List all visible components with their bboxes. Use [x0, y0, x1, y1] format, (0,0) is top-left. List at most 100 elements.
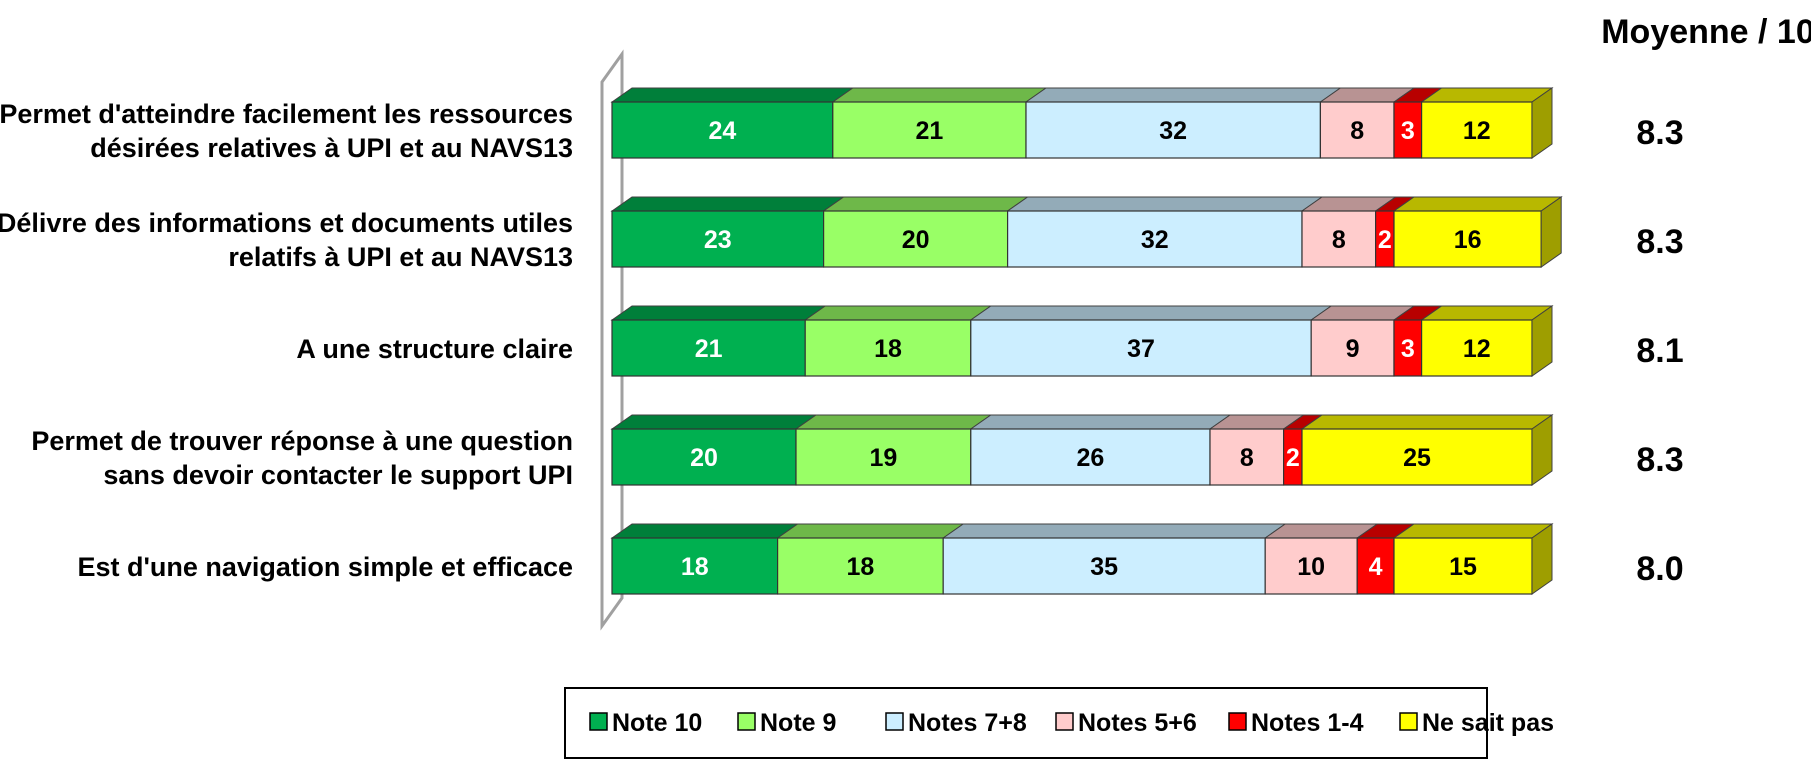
- bar-segment: [1420, 319, 1533, 377]
- mean-value: 8.3: [1636, 223, 1683, 261]
- category-label: désirées relatives à UPI et au NAVS13: [90, 133, 573, 163]
- bar-segment: [1209, 428, 1285, 486]
- bar-segment: [1310, 319, 1395, 377]
- bar-segment-top: [1420, 305, 1554, 321]
- legend-label: Ne sait pas: [1422, 709, 1554, 737]
- bar-segment: [1393, 101, 1423, 159]
- bar-value-label: 12: [1463, 117, 1491, 145]
- category-label: relatifs à UPI et au NAVS13: [228, 242, 573, 272]
- bar-value-label: 26: [1076, 444, 1104, 472]
- bar-segment: [1025, 101, 1321, 159]
- category-label: Délivre des informations et documents ut…: [0, 208, 573, 238]
- bar-segment: [1264, 537, 1358, 595]
- bar-side-face: [1540, 196, 1562, 268]
- legend-label: Notes 7+8: [908, 709, 1027, 737]
- bar-value-label: 18: [846, 553, 874, 581]
- mean-values: 8.3 8.3 8.1 8.3 8.0: [1636, 114, 1683, 588]
- bar-value-label: 15: [1449, 553, 1477, 581]
- bar-segment: [611, 319, 806, 377]
- legend-label: Notes 5+6: [1078, 709, 1197, 737]
- bar-value-label: 23: [704, 226, 732, 254]
- bar-value-label: 20: [690, 444, 718, 472]
- bar-segment: [611, 537, 779, 595]
- bar-segment: [832, 101, 1027, 159]
- bar-value-label: 21: [915, 117, 943, 145]
- bar-segment-top: [610, 196, 846, 212]
- bar-segment-top: [1420, 87, 1554, 103]
- bar-segment-top: [1024, 87, 1342, 103]
- category-label: sans devoir contacter le support UPI: [103, 460, 573, 490]
- bar-value-label: 16: [1454, 226, 1482, 254]
- mean-column-title: Moyenne / 10: [1601, 13, 1811, 51]
- bar-segment-top: [776, 523, 965, 539]
- bar-value-label: 2: [1378, 226, 1392, 254]
- bar-value-label: 8: [1332, 226, 1346, 254]
- mean-value: 8.3: [1636, 441, 1683, 479]
- legend-box: [564, 687, 1488, 759]
- legend-swatch: [1228, 712, 1247, 731]
- bar-side-face: [1531, 87, 1553, 159]
- bar-segment-top: [1392, 523, 1554, 539]
- bar-value-label: 21: [695, 335, 723, 363]
- bar-value-label: 3: [1401, 117, 1415, 145]
- bar-value-label: 37: [1127, 335, 1155, 363]
- legend-swatch: [1055, 712, 1074, 731]
- mean-value: 8.0: [1636, 550, 1683, 588]
- bar-segment-top: [610, 523, 800, 539]
- bar-value-label: 3: [1401, 335, 1415, 363]
- bar-value-label: 25: [1403, 444, 1431, 472]
- mean-value: 8.3: [1636, 114, 1683, 152]
- bar-segment: [1301, 428, 1533, 486]
- bar-value-label: 20: [902, 226, 930, 254]
- category-label: Est d'une navigation simple et efficace: [77, 552, 573, 582]
- bar-side-face: [1531, 414, 1553, 486]
- bar-segment: [1420, 101, 1533, 159]
- legend: Note 10 Note 9 Notes 7+8 Notes 5+6 Notes 1-4…: [564, 687, 1554, 759]
- bar-value-label: 12: [1463, 335, 1491, 363]
- category-label: Permet de trouver réponse à une question: [31, 426, 573, 456]
- legend-label: Note 10: [612, 709, 702, 737]
- bar-segment-top: [610, 414, 818, 430]
- bar-value-label: 10: [1297, 553, 1325, 581]
- legend-swatch: [1399, 712, 1418, 731]
- bar-segment-top: [1392, 196, 1563, 212]
- bar-value-label: 32: [1141, 226, 1169, 254]
- bar-segment-top: [610, 305, 827, 321]
- bar-segment: [1393, 210, 1542, 268]
- bar-segment-top: [822, 196, 1030, 212]
- bars-layer: 24 21 32 8 3 12 23 20 32 8 2 16 21 18 37 9 3 12 20 19 26 8 2 25…: [610, 87, 1563, 595]
- bar-segment-top: [1006, 196, 1324, 212]
- mean-value: 8.1: [1636, 332, 1683, 370]
- bar-value-label: 18: [874, 335, 902, 363]
- bar-value-label: 24: [708, 117, 736, 145]
- category-labels: Permet d'atteindre facilement les ressou…: [0, 99, 573, 582]
- bar-segment: [1356, 537, 1395, 595]
- bar-segment-top: [610, 87, 855, 103]
- legend-label: Note 9: [760, 709, 836, 737]
- bar-segment: [776, 537, 944, 595]
- bar-value-label: 4: [1369, 553, 1383, 581]
- bar-segment: [1301, 210, 1377, 268]
- bar-value-label: 35: [1090, 553, 1118, 581]
- bar-value-label: 18: [681, 553, 709, 581]
- bar-segment: [795, 428, 972, 486]
- category-label: A une structure claire: [296, 334, 573, 364]
- bar-value-label: 9: [1346, 335, 1360, 363]
- bar-segment: [804, 319, 972, 377]
- bar-value-label: 8: [1240, 444, 1254, 472]
- bar-segment-top: [969, 414, 1232, 430]
- legend-label: Notes 1-4: [1251, 709, 1364, 737]
- bar-segment: [942, 537, 1266, 595]
- chart-back-wall: [600, 49, 624, 631]
- bar-segment-top: [831, 87, 1048, 103]
- legend-swatch: [885, 712, 904, 731]
- bar-segment: [822, 210, 1009, 268]
- bar-side-face: [1531, 523, 1553, 595]
- bar-value-label: 2: [1286, 444, 1300, 472]
- bar-segment: [970, 319, 1312, 377]
- category-label: Permet d'atteindre facilement les ressou…: [0, 99, 573, 129]
- legend-swatch: [737, 712, 756, 731]
- bar-segment-top: [941, 523, 1287, 539]
- bar-value-label: 19: [869, 444, 897, 472]
